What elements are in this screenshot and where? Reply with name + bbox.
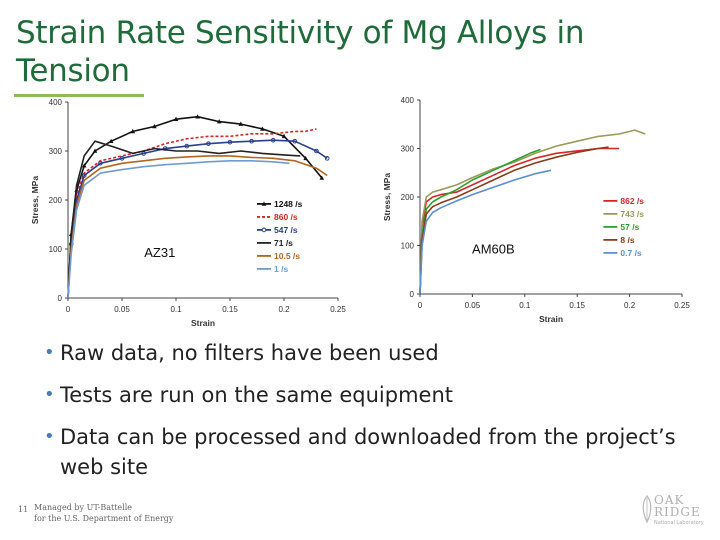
bullet-list: • Raw data, no filters have been used • Te… [44,338,684,494]
series-point [303,155,308,161]
bullet-item: • Tests are run on the same equipment [44,380,684,410]
legend-label: 1248 /s [274,199,303,209]
legend-marker [261,201,267,206]
legend-label: 8 /s [620,235,634,245]
y-tick-label: 100 [401,242,415,251]
series-line [67,115,323,299]
x-tick-label: 0.05 [465,301,481,310]
y-tick-label: 200 [401,193,415,202]
series-line [419,148,541,295]
series-point [81,163,87,168]
legend-label: 743 /s [620,209,644,219]
footer-line-2: for the U.S. Department of Energy [34,514,174,523]
series-point [227,139,233,145]
series-point [92,148,98,153]
series-line [67,140,301,299]
x-tick-label: 0.2 [278,305,290,314]
leaf-icon [642,495,652,524]
y-axis-label: Stress, MPa [382,173,392,221]
series-point [324,156,330,161]
title-underline [14,94,144,97]
series-point [319,175,325,180]
series-point [184,143,190,149]
series-point [152,124,157,129]
series-line [67,128,317,299]
bullet-dot-icon: • [44,384,55,405]
bullet-text: Raw data, no filters have been used [60,341,439,365]
series-point [130,128,136,134]
bullet-text: Data can be processed and downloaded fro… [60,425,676,479]
legend-label: 1 /s [274,264,288,274]
x-tick-label: 0.2 [624,301,636,310]
series-line [419,146,609,295]
footer-attribution: Managed by UT-Battelle for the U.S. Depa… [34,502,173,524]
bullet-item: • Data can be processed and downloaded fr… [44,422,684,482]
y-tick-label: 400 [401,96,415,105]
alloy-name-label: AZ31 [144,245,175,260]
x-axis-label: Strain [191,318,215,328]
series-line [67,139,328,299]
x-tick-label: 0 [418,301,423,310]
series-point [281,133,287,139]
slide-title: Strain Rate Sensitivity of Mg Alloys in … [16,15,585,89]
y-tick-label: 0 [410,290,415,299]
alloy-name-label: AM60B [472,241,515,256]
series-line [67,155,328,299]
bullet-dot-icon: • [44,426,55,447]
x-tick-label: 0.15 [222,305,238,314]
legend-label: 860 /s [274,212,298,222]
series-point [173,116,179,121]
x-tick-label: 0.25 [330,305,346,314]
y-tick-label: 400 [49,98,63,107]
series-point [260,126,265,131]
ornl-logo: OAK RIDGE National Laboratory [640,494,706,530]
y-axis-label: Stress, MPa [30,176,40,224]
y-tick-label: 0 [58,294,63,303]
legend-marker [261,227,267,233]
legend-label: 862 /s [620,196,644,206]
bullet-text: Tests are run on the same equipment [60,383,454,407]
logo-text-oak: OAK [654,493,685,507]
x-tick-label: 0 [66,305,71,314]
series-line [67,160,290,299]
legend-label: 0.7 /s [620,248,642,258]
x-axis-label: Strain [539,314,563,324]
y-tick-label: 300 [401,145,415,154]
series-point [314,148,319,154]
bullet-dot-icon: • [44,342,55,363]
bullet-item: • Raw data, no filters have been used [44,338,684,368]
series-point [195,114,200,119]
series-point [270,137,276,143]
series-point [108,138,114,143]
x-tick-label: 0.25 [674,301,690,310]
logo-text-national-lab: National Laboratory [654,520,704,526]
logo-text-ridge: RIDGE [654,505,701,519]
series-point [98,160,103,166]
footer-line-1: Managed by UT-Battelle [34,503,132,512]
x-tick-label: 0.1 [519,301,531,310]
slide-number: 11 [18,505,29,514]
series-line [419,169,552,295]
legend-label: 71 /s [274,238,293,248]
y-tick-label: 200 [49,196,63,205]
series-point [206,141,211,146]
y-tick-label: 100 [49,245,63,254]
series-line [419,147,620,295]
series-point [238,121,244,126]
legend-label: 547 /s [274,225,298,235]
series-point [81,173,87,178]
x-tick-label: 0.15 [569,301,585,310]
series-line [419,129,646,295]
x-tick-label: 0.05 [114,305,130,314]
series-point [292,138,298,144]
series-point [216,119,222,124]
series-point [249,138,254,144]
legend-label: 57 /s [620,222,639,232]
y-tick-label: 300 [49,147,63,156]
x-tick-label: 0.1 [170,305,182,314]
series-point [119,156,125,161]
legend-label: 10.5 /s [274,251,300,261]
